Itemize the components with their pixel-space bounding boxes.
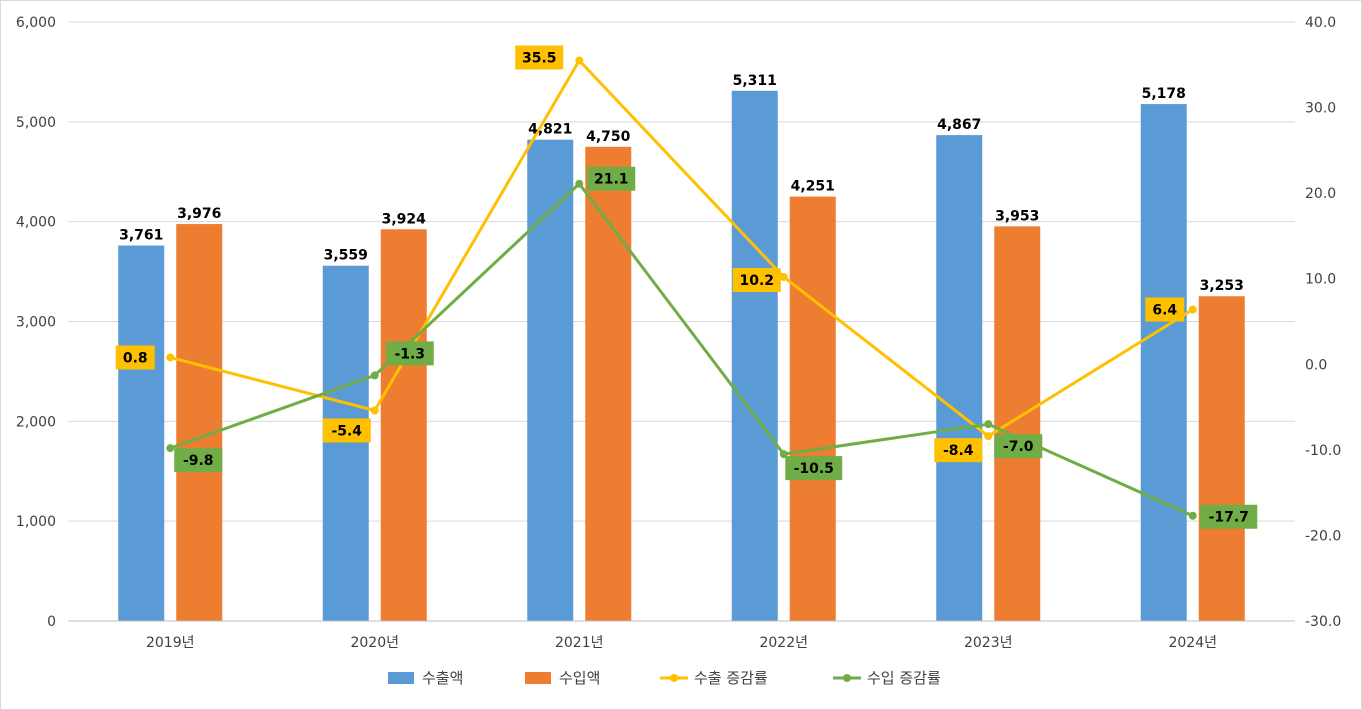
bar-export (1140, 104, 1187, 622)
bar-data-label: 3,761 (119, 228, 163, 244)
legend-label: 수출액 (422, 669, 463, 687)
y-right-tick-label: -10.0 (1305, 443, 1341, 459)
line-data-label: 21.1 (594, 172, 629, 188)
y-left-tick-label: 3,000 (16, 315, 56, 331)
bar-data-label: 3,253 (1200, 278, 1244, 294)
line-marker (370, 406, 379, 415)
y-right-tick-label: 0.0 (1305, 357, 1327, 373)
line-marker (575, 56, 584, 65)
line-data-label: 35.5 (522, 51, 557, 67)
line-data-badge (732, 268, 781, 293)
line-data-label: -7.0 (1003, 439, 1034, 455)
bar-data-label: 3,953 (995, 208, 1039, 224)
line-data-label: -9.8 (183, 453, 214, 469)
bar-import (380, 229, 427, 621)
bar-export (527, 139, 574, 622)
line-data-label: 0.8 (123, 350, 148, 366)
line-data-badge (385, 341, 434, 366)
bar-export (118, 245, 165, 621)
line-data-label: -10.5 (794, 461, 834, 477)
x-tick-label: 2021년 (555, 635, 604, 651)
x-tick-label: 2024년 (1168, 635, 1217, 651)
y-right-tick-label: 40.0 (1305, 15, 1336, 31)
y-left-tick-label: 4,000 (16, 215, 56, 231)
line-marker (984, 420, 993, 429)
y-left-tick-label: 6,000 (16, 15, 56, 31)
bar-data-label: 4,251 (791, 179, 835, 195)
bar-data-label: 4,750 (586, 129, 631, 145)
line-data-label: 10.2 (739, 273, 774, 289)
legend-marker (843, 674, 851, 682)
line-marker (166, 353, 175, 362)
line-marker (1188, 305, 1197, 314)
y-left-tick-label: 1,000 (16, 514, 56, 530)
bar-export (322, 265, 369, 621)
line-data-badge (174, 448, 223, 473)
y-right-tick-label: -20.0 (1305, 528, 1341, 544)
line-marker (370, 371, 379, 380)
line-data-label: -1.3 (394, 346, 425, 362)
bar-import (994, 226, 1041, 621)
x-tick-label: 2022년 (759, 635, 808, 651)
y-right-tick-label: 20.0 (1305, 186, 1336, 202)
x-tick-label: 2023년 (964, 635, 1013, 651)
y-left-tick-label: 2,000 (16, 414, 56, 430)
bar-data-label: 3,559 (324, 248, 368, 264)
bar-data-label: 4,867 (937, 117, 981, 133)
line-marker (575, 179, 584, 188)
bar-export (936, 135, 983, 622)
bar-import (789, 196, 836, 621)
bar-import (1198, 296, 1245, 621)
bar-data-label: 4,821 (528, 122, 572, 138)
line-data-badge (1145, 297, 1185, 322)
line-data-label: -8.4 (943, 443, 974, 459)
line-marker (779, 273, 788, 282)
y-right-tick-label: 10.0 (1305, 272, 1336, 288)
x-tick-label: 2019년 (146, 635, 195, 651)
bar-data-label: 3,976 (177, 206, 221, 222)
bar-data-label: 5,311 (733, 73, 777, 89)
line-data-label: -17.7 (1209, 510, 1249, 526)
line-data-badge (115, 345, 155, 370)
legend-label: 수입 증감률 (867, 669, 941, 687)
legend-marker (670, 674, 678, 682)
line-marker (1188, 511, 1197, 520)
line-data-badge (515, 45, 564, 70)
line-export-rate (169, 59, 1194, 438)
legend-label: 수출 증감률 (694, 669, 768, 687)
legend-label: 수입액 (559, 669, 600, 687)
bar-data-label: 3,924 (382, 211, 427, 227)
line-data-badge (587, 166, 636, 191)
y-left-tick-label: 5,000 (16, 115, 56, 131)
bar-export (731, 90, 778, 622)
x-tick-label: 2020년 (350, 635, 399, 651)
line-data-badge (934, 438, 983, 463)
line-marker (984, 432, 993, 441)
line-data-badge (1200, 504, 1258, 529)
line-data-badge (785, 456, 843, 481)
legend-swatch (525, 672, 551, 684)
bar-series (118, 90, 1245, 622)
line-data-label: -5.4 (331, 423, 362, 439)
bar-import (176, 224, 223, 621)
line-data-badge (322, 418, 371, 443)
y-right-tick-label: 30.0 (1305, 101, 1336, 117)
bar-import (585, 146, 632, 621)
legend-swatch (388, 672, 414, 684)
line-data-label: 6.4 (1152, 303, 1177, 319)
legend: 수출액 수입액 수출 증감률 수입 증감률 (388, 669, 941, 687)
line-marker (166, 444, 175, 453)
axes: 0 1,000 2,000 3,000 4,000 5,000 6,000 -30.0 -20.… (16, 15, 1341, 651)
data-labels: 3,761 3,559 4,821 5,311 4,867 5,178 3,976 3,924… (115, 45, 1258, 529)
bar-data-label: 5,178 (1142, 86, 1186, 102)
line-data-badge (994, 434, 1043, 459)
y-right-tick-label: -30.0 (1305, 614, 1341, 630)
y-left-tick-label: 0 (47, 614, 56, 630)
